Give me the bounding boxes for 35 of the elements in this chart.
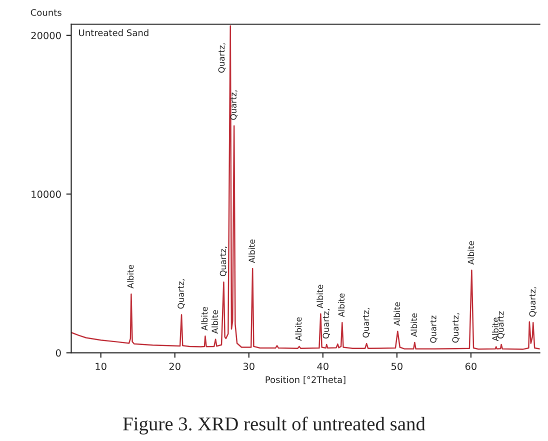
annotation: Quartz, [322, 309, 330, 339]
annotation: Albite [212, 310, 218, 334]
x-tick-label: 20 [169, 362, 180, 370]
annotation: Quartz, [452, 313, 460, 343]
annotation: Quartz, [362, 308, 370, 338]
annotation: Albite [394, 302, 400, 326]
annotation: Albite [295, 317, 302, 341]
y-tick-label: 0 [56, 349, 61, 357]
line-series [71, 25, 540, 350]
x-tick-label: 40 [317, 362, 328, 370]
annotation: Albite [316, 284, 324, 308]
y-axis-title: Counts [30, 9, 62, 16]
annotation: Quartz, [220, 246, 228, 276]
y-tick-label: 10000 [32, 190, 61, 198]
annotation: Untreated Sand [79, 29, 148, 36]
annotation: Albite [492, 318, 499, 342]
annotation: Albite [201, 307, 208, 331]
annotation: Albite [338, 294, 345, 318]
annotation: Albite [410, 313, 418, 337]
x-tick-label: 60 [465, 362, 476, 370]
annotation: Quartz, [230, 90, 238, 120]
annotation: Albite [468, 241, 474, 265]
annotation: Quartz, [178, 279, 185, 309]
annotation: Quartz [430, 316, 438, 343]
x-tick-label: 30 [243, 362, 254, 370]
caption: Figure 3. XRD result of untreated sand [123, 416, 426, 435]
annotation: Quartz, [529, 287, 536, 317]
y-tick-label: 20000 [31, 32, 61, 40]
annotation: Quartz, [218, 43, 226, 73]
x-tick-label: 10 [96, 362, 106, 370]
x-tick-label: 50 [391, 362, 402, 370]
annotation: Albite [127, 264, 134, 288]
x-axis-title: Position [°2Theta] [266, 376, 346, 384]
annotation: Quartz [497, 311, 505, 339]
annotation: Albite [248, 240, 256, 264]
